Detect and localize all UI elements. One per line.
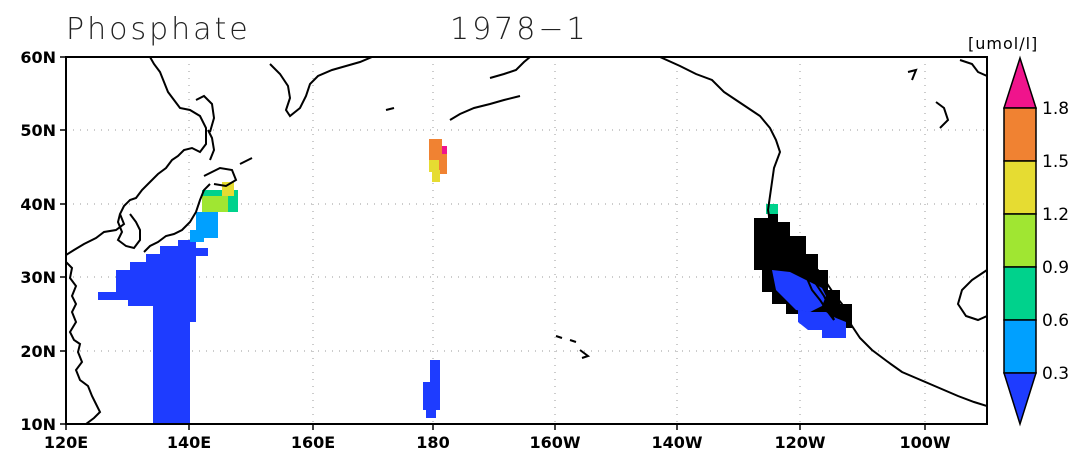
colorbar-segment [1003,266,1037,321]
colorbar-top-arrow [1002,55,1038,109]
region-dateline-south [423,360,440,418]
y-tick-label: 20N [20,342,56,361]
x-tick-label: 160W [529,433,580,452]
region-east-honshu [190,182,238,242]
colorbar-segment [1003,213,1037,268]
x-tick-label: 180 [416,433,449,452]
tick-marks [60,56,926,430]
map-frame [65,56,988,425]
region-kuroshio [98,240,208,424]
x-tick-label: 160E [291,433,335,452]
y-tick-label: 10N [20,415,56,434]
coastlines [66,57,987,424]
y-tick-label: 60N [20,48,56,67]
colorbar [1002,55,1038,427]
y-tick-label: 30N [20,268,56,287]
colorbar-units: [umol/l] [968,34,1039,53]
colorbar-tick-label: 1.5 [1042,152,1069,172]
map-title: Phosphate [66,12,251,47]
x-tick-label: 140E [167,433,211,452]
colorbar-tick-label: 1.2 [1042,205,1069,225]
y-tick-label: 40N [20,195,56,214]
colorbar-bottom-arrow [1002,372,1038,427]
colorbar-tick-label: 1.8 [1042,99,1069,119]
x-tick-label: 120E [44,433,88,452]
x-tick-label: 140W [651,433,702,452]
phosphate-cells [98,139,852,424]
x-tick-label: 100W [899,433,950,452]
colorbar-tick-label: 0.9 [1042,258,1069,278]
colorbar-tick-label: 0.6 [1042,311,1069,331]
x-tick-label: 120W [774,433,825,452]
region-dateline-north [429,139,447,182]
colorbar-segment [1003,319,1037,374]
grid-lines [66,57,987,424]
colorbar-tick-label: 0.3 [1042,364,1069,384]
colorbar-segment [1003,107,1037,162]
map-period: 1978−1 [450,12,589,47]
y-tick-label: 50N [20,121,56,140]
colorbar-segment [1003,160,1037,215]
